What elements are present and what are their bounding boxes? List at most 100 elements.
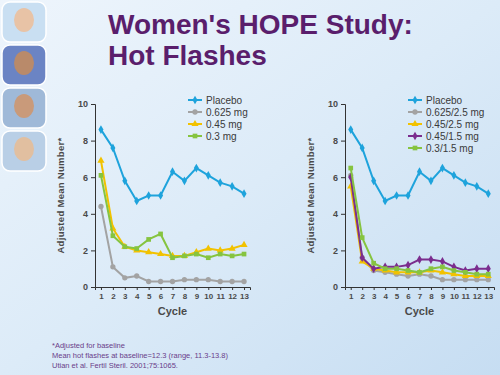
point (134, 197, 139, 206)
legend-marker (412, 96, 417, 105)
tick: 6 (406, 287, 411, 301)
point (194, 164, 199, 173)
point (145, 248, 152, 254)
photo (2, 45, 46, 85)
title: Women's HOPE Study: (108, 9, 413, 40)
point (122, 176, 127, 185)
point (110, 264, 115, 269)
tick-mark (341, 177, 345, 178)
tick-mark (91, 104, 95, 105)
point (428, 176, 433, 185)
tick: 0 (333, 282, 345, 292)
tick-label: 2 (111, 292, 116, 301)
tick-mark (173, 287, 174, 290)
series-line (101, 161, 244, 256)
legend: Placebo0.625 mg0.45 mg0.3 mg (188, 95, 248, 142)
tick: 7 (418, 287, 423, 301)
tick-mark (341, 141, 345, 142)
photo (2, 131, 46, 171)
point (383, 263, 388, 272)
tick-label: 2 (360, 292, 365, 301)
point (486, 264, 491, 273)
series-line (101, 175, 244, 257)
chart: 024681012345678910111213Adjusted Mean Nu… (305, 95, 495, 318)
point (242, 252, 247, 257)
series-line (351, 175, 489, 279)
tick-mark (91, 287, 95, 288)
point (206, 255, 211, 260)
point (158, 279, 163, 284)
tick-mark (161, 287, 162, 290)
plot-area (347, 125, 492, 282)
point (429, 266, 434, 271)
tick-mark (351, 287, 352, 290)
point (406, 261, 411, 270)
legend-marker (192, 96, 197, 105)
tick-label: 6 (406, 292, 411, 301)
point (134, 273, 139, 278)
slide: Women's HOPE Study:Hot Flashes*Adjusted … (0, 0, 500, 375)
tick-label: 0 (83, 282, 88, 292)
point (242, 189, 247, 198)
tick: 13 (240, 287, 249, 301)
point (451, 277, 456, 282)
tick-label: 9 (195, 292, 200, 301)
tick: 10 (204, 287, 213, 301)
tick-mark (362, 287, 363, 290)
legend-label: Placebo (206, 95, 243, 106)
tick-label: 5 (395, 292, 400, 301)
tick-label: 6 (159, 292, 164, 301)
legend-label: 0.45 mg (206, 119, 242, 130)
point (394, 266, 399, 271)
tick-mark (91, 177, 95, 178)
point (205, 244, 212, 250)
point (474, 182, 479, 191)
tick-label: 8 (429, 292, 434, 301)
point (440, 265, 445, 270)
tick-mark (488, 287, 489, 290)
tick-label: 11 (462, 292, 471, 301)
legend-item: 0.45/2.5 mg (408, 119, 479, 130)
point (417, 167, 422, 176)
tick: 11 (216, 287, 225, 301)
tick-mark (113, 287, 114, 290)
footnote: *Adjusted for baseline (52, 341, 125, 350)
tick: 10 (328, 99, 345, 109)
point (194, 277, 199, 282)
point (111, 233, 116, 238)
tick: 4 (135, 287, 140, 301)
point (348, 166, 353, 171)
point (383, 266, 388, 271)
legend-item: Placebo (408, 95, 463, 106)
tick-label: 4 (83, 209, 88, 219)
tick: 8 (183, 287, 188, 301)
tick: 6 (333, 173, 345, 183)
point (240, 241, 247, 247)
photo-face (14, 51, 34, 75)
legend-item: 0.45/1.5 mg (408, 131, 479, 142)
y-axis: 0246810 (78, 99, 96, 292)
y-axis-title: Adjusted Mean Number* (305, 137, 316, 253)
point (440, 277, 445, 282)
tick-label: 4 (383, 292, 388, 301)
tick-mark (341, 250, 345, 251)
tick-mark (208, 287, 209, 290)
point (182, 254, 187, 259)
tick-mark (91, 141, 95, 142)
x-axis: 12345678910111213 (346, 287, 495, 301)
legend-marker (412, 132, 417, 141)
point (394, 263, 399, 272)
point (371, 176, 376, 185)
chart: 024681012345678910111213Adjusted Mean Nu… (55, 95, 251, 318)
legend-label: Placebo (426, 95, 463, 106)
point (206, 277, 211, 282)
legend-item: 0.45 mg (188, 119, 242, 130)
footnote: Mean hot flashes at baseline=12.3 (range… (52, 351, 229, 360)
tick-label: 0 (333, 282, 338, 292)
tick-label: 4 (333, 209, 338, 219)
tick-mark (374, 287, 375, 290)
legend-label: 0.45/1.5 mg (426, 131, 479, 142)
x-axis-title: Cycle (405, 305, 434, 317)
tick-mark (101, 287, 102, 290)
photo (2, 88, 46, 128)
